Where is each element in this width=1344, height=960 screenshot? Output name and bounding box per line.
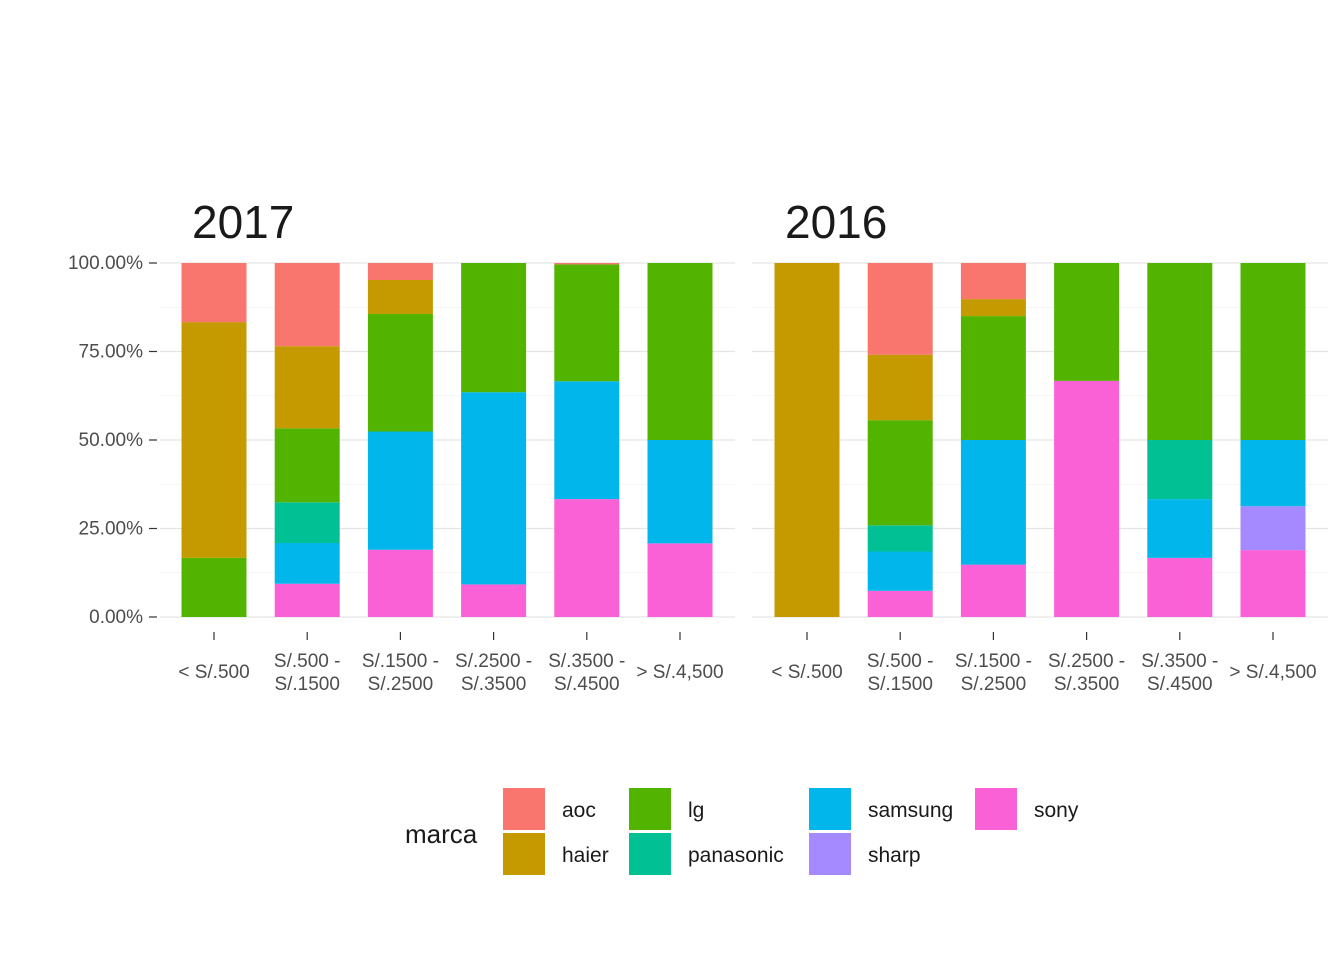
legend: marca aoc haier lg panasonic samsung sharp sony bbox=[405, 788, 1079, 875]
legend-label-sony: sony bbox=[1034, 799, 1079, 822]
bar-segment-lg bbox=[1240, 263, 1306, 440]
bar-segment-samsung bbox=[960, 440, 1026, 565]
legend-swatch-sharp bbox=[809, 833, 851, 875]
x-tick-label: < S/.500 bbox=[178, 662, 249, 683]
bar-segment-haier bbox=[274, 346, 340, 429]
bar-segment-sony bbox=[554, 499, 620, 617]
x-tick-label: < S/.500 bbox=[771, 662, 842, 683]
y-tick-label: 25.00% bbox=[79, 519, 144, 540]
legend-label-sharp: sharp bbox=[868, 844, 921, 867]
bar-segment-aoc bbox=[554, 263, 620, 265]
bar-segment-sharp bbox=[1240, 506, 1306, 551]
y-tick-label: 50.00% bbox=[79, 430, 144, 451]
bar-segment-lg bbox=[461, 263, 527, 393]
x-tick-label: S/.1500 bbox=[274, 674, 340, 695]
y-tick-label: 0.00% bbox=[89, 607, 143, 628]
bar-segment-lg bbox=[367, 313, 433, 432]
bar-segment-lg bbox=[960, 316, 1026, 440]
x-tick-label: S/.1500 - bbox=[955, 651, 1032, 672]
x-tick-label: S/.3500 bbox=[461, 674, 527, 695]
x-tick-label: S/.1500 bbox=[867, 674, 933, 695]
x-tick-label: S/.3500 - bbox=[1141, 651, 1218, 672]
legend-label-panasonic: panasonic bbox=[688, 844, 784, 867]
bar-segment-samsung bbox=[367, 431, 433, 550]
legend-swatch-haier bbox=[503, 833, 545, 875]
x-tick-label: > S/.4,500 bbox=[1229, 662, 1316, 683]
legend-label-haier: haier bbox=[562, 844, 609, 867]
bar-segment-lg bbox=[274, 428, 340, 503]
bar-segment-aoc bbox=[867, 263, 933, 355]
bar-segment-lg bbox=[1147, 263, 1213, 440]
legend-swatch-panasonic bbox=[629, 833, 671, 875]
x-tick-label: S/.3500 - bbox=[548, 651, 625, 672]
bar-segment-samsung bbox=[461, 392, 527, 585]
panel-title: 2016 bbox=[785, 196, 887, 248]
x-tick-label: S/.1500 - bbox=[362, 651, 439, 672]
legend-label-aoc: aoc bbox=[562, 799, 596, 822]
bar-segment-sony bbox=[867, 590, 933, 617]
bar-segment-samsung bbox=[867, 551, 933, 591]
bar-segment-haier bbox=[774, 263, 840, 617]
bar-segment-lg bbox=[867, 420, 933, 526]
x-tick-label: S/.2500 - bbox=[455, 651, 532, 672]
bar-segment-sony bbox=[647, 543, 713, 617]
panel-title: 2017 bbox=[192, 196, 294, 248]
x-tick-label: S/.2500 bbox=[368, 674, 434, 695]
y-tick-label: 100.00% bbox=[68, 253, 143, 274]
x-tick-label: > S/.4,500 bbox=[636, 662, 723, 683]
legend-swatch-aoc bbox=[503, 788, 545, 830]
bar-segment-aoc bbox=[367, 263, 433, 280]
x-tick-label: S/.500 - bbox=[274, 651, 341, 672]
bar-segment-sony bbox=[1054, 380, 1120, 617]
y-tick-label: 75.00% bbox=[79, 342, 144, 363]
bar-segment-lg bbox=[554, 264, 620, 382]
bar-segment-haier bbox=[960, 299, 1026, 317]
bar-segment-panasonic bbox=[1147, 440, 1213, 500]
bar-segment-panasonic bbox=[867, 525, 933, 552]
bar-segment-haier bbox=[367, 279, 433, 314]
legend-title: marca bbox=[405, 819, 478, 849]
x-tick-label: S/.4500 bbox=[1147, 674, 1213, 695]
x-tick-label: S/.500 - bbox=[867, 651, 934, 672]
bar-segment-samsung bbox=[274, 543, 340, 584]
bar-segment-sony bbox=[1240, 550, 1306, 617]
bar-segment-panasonic bbox=[274, 502, 340, 544]
bar-segment-haier bbox=[181, 322, 247, 558]
bar-segment-lg bbox=[647, 263, 713, 440]
bar-segment-sony bbox=[367, 549, 433, 617]
x-tick-label: S/.3500 bbox=[1054, 674, 1120, 695]
bar-segment-sony bbox=[1147, 557, 1213, 617]
bar-segment-haier bbox=[867, 354, 933, 421]
bar-segment-samsung bbox=[554, 381, 620, 500]
x-tick-label: S/.2500 - bbox=[1048, 651, 1125, 672]
legend-swatch-sony bbox=[975, 788, 1017, 830]
legend-label-lg: lg bbox=[688, 799, 704, 822]
bar-segment-samsung bbox=[647, 440, 713, 544]
bar-segment-aoc bbox=[274, 263, 340, 347]
legend-swatch-samsung bbox=[809, 788, 851, 830]
bar-segment-aoc bbox=[181, 263, 247, 323]
x-tick-label: S/.4500 bbox=[554, 674, 620, 695]
bar-segment-aoc bbox=[960, 263, 1026, 300]
x-tick-label: S/.2500 bbox=[961, 674, 1027, 695]
bar-segment-samsung bbox=[1240, 440, 1306, 507]
bar-segment-sony bbox=[274, 583, 340, 617]
bar-segment-sony bbox=[960, 564, 1026, 617]
legend-swatch-lg bbox=[629, 788, 671, 830]
bar-segment-lg bbox=[1054, 263, 1120, 381]
bar-segment-sony bbox=[461, 584, 527, 617]
bar-segment-samsung bbox=[1147, 499, 1213, 558]
bar-segment-lg bbox=[181, 557, 247, 617]
legend-label-samsung: samsung bbox=[868, 799, 953, 822]
